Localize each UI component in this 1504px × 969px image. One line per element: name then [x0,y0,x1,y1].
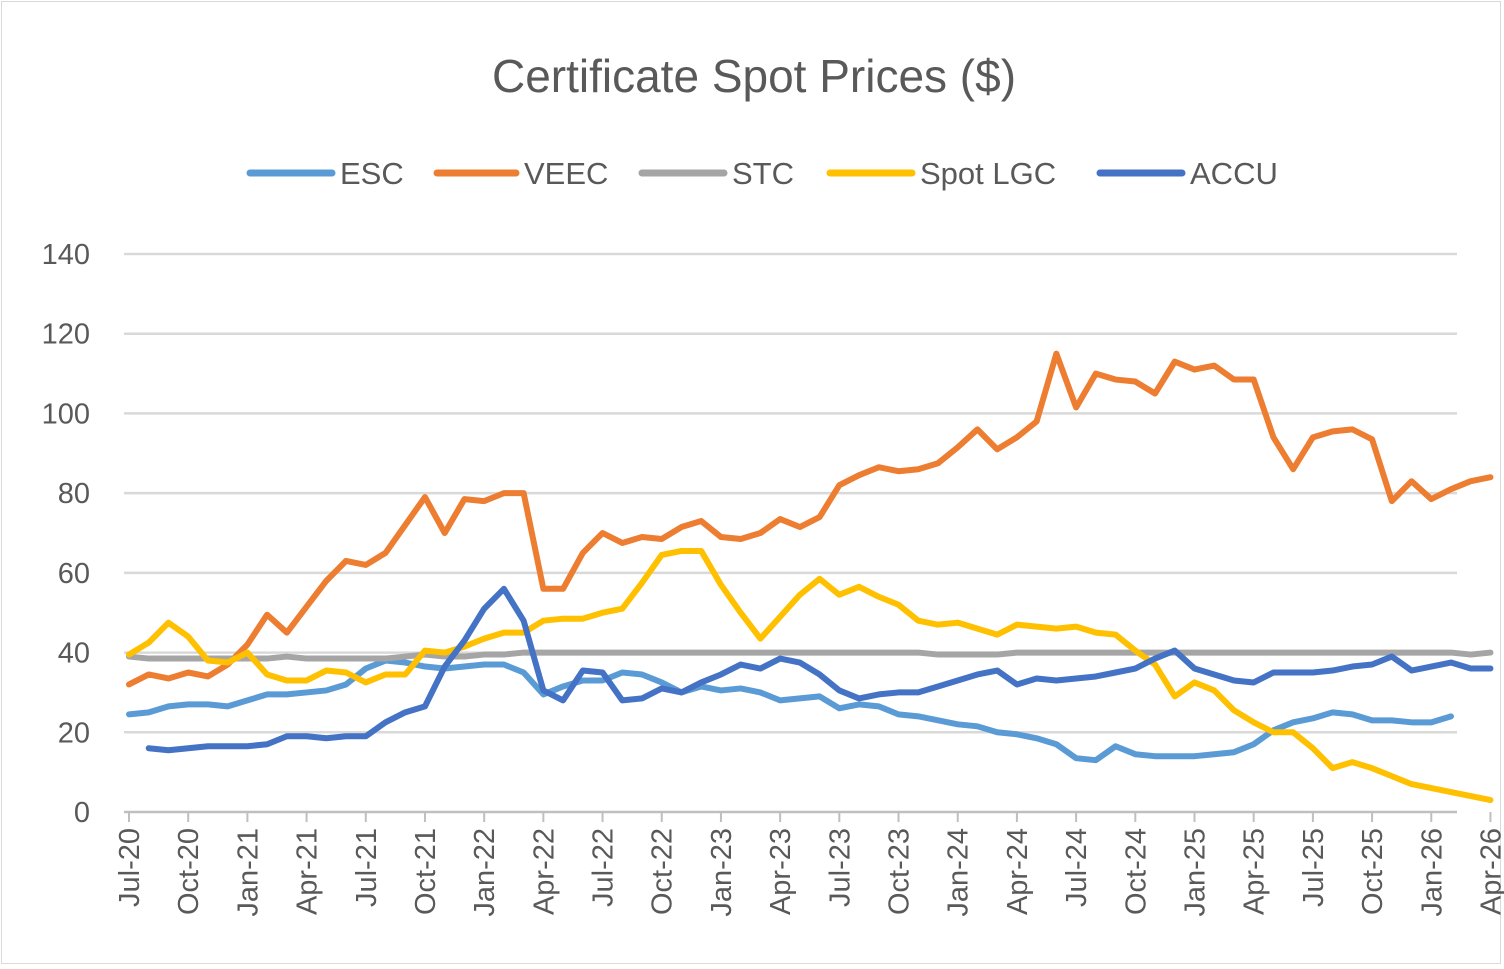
series-line-spot-lgc [126,547,1494,804]
x-tick-label-Oct-24: Oct-24 [1120,828,1152,915]
x-tick-label-Jul-25: Jul-25 [1298,828,1330,907]
x-tick-label-Jan-23: Jan-23 [706,828,738,917]
y-tick-label-60: 60 [58,558,90,590]
legend-label-spot-lgc: Spot LGC [920,156,1056,191]
series-line-accu [145,585,1494,754]
x-tick-label-Jul-20: Jul-20 [114,828,146,907]
x-tick-label-Apr-25: Apr-25 [1239,828,1271,915]
series-line-stc [126,649,1494,662]
x-tick-label-Oct-23: Oct-23 [884,828,916,915]
y-tick-label-120: 120 [42,319,90,351]
chart-title: Certificate Spot Prices ($) [492,50,1016,102]
y-tick-label-100: 100 [42,398,90,430]
y-tick-label-20: 20 [58,717,90,749]
legend: ESC VEEC STC Spot LGC ACCU [246,156,1278,191]
x-tick-label-Jul-22: Jul-22 [588,828,620,907]
x-tick-label-Apr-24: Apr-24 [1002,828,1034,915]
x-axis: Jul-20 Oct-20 Jan-21 Apr-21 Jul-21 Oct-21 Jan-… [114,812,1504,917]
legend-label-veec: VEEC [524,156,608,191]
gridlines [124,252,1457,814]
y-tick-label-80: 80 [58,478,90,510]
x-tick-label-Oct-20: Oct-20 [173,828,205,915]
x-tick-label-Jan-24: Jan-24 [943,828,975,917]
x-tick-label-Apr-26: Apr-26 [1475,828,1504,915]
x-tick-label-Oct-25: Oct-25 [1357,828,1389,915]
x-tick-label-Jan-25: Jan-25 [1179,828,1211,917]
legend-label-accu: ACCU [1190,156,1278,191]
y-tick-label-0: 0 [74,797,90,829]
x-tick-label-Jul-23: Jul-23 [824,828,856,907]
x-tick-label-Oct-22: Oct-22 [647,828,679,915]
x-tick-label-Apr-22: Apr-22 [528,828,560,915]
x-tick-label-Apr-23: Apr-23 [765,828,797,915]
y-tick-label-140: 140 [42,239,90,271]
y-tick-label-40: 40 [58,638,90,670]
series-lines [126,350,1494,804]
series-line-veec [126,350,1494,688]
x-tick-label-Oct-21: Oct-21 [410,828,442,915]
x-tick-label-Jul-21: Jul-21 [351,828,383,907]
x-tick-label-Apr-21: Apr-21 [292,828,324,915]
x-tick-label-Jan-21: Jan-21 [232,828,264,917]
y-axis: 0 20 40 60 80 100 120 140 [42,239,90,829]
x-tick-label-Jan-26: Jan-26 [1416,828,1448,917]
legend-label-stc: STC [732,156,794,191]
series-line-esc [126,657,1454,764]
x-tick-label-Jul-24: Jul-24 [1061,828,1093,907]
x-tick-label-Jan-22: Jan-22 [469,828,501,917]
legend-label-esc: ESC [340,156,404,191]
